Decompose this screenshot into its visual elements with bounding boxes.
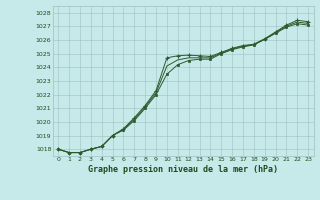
X-axis label: Graphe pression niveau de la mer (hPa): Graphe pression niveau de la mer (hPa) — [88, 165, 278, 174]
